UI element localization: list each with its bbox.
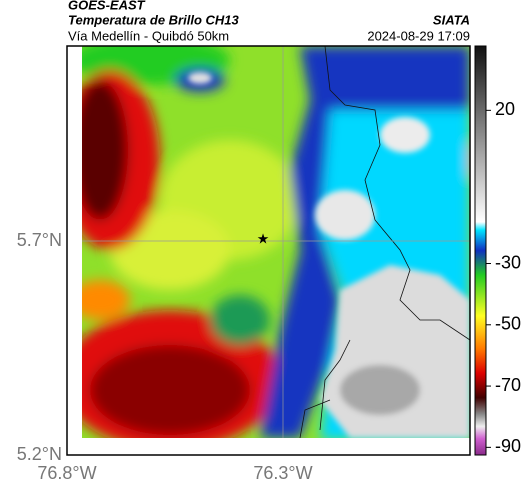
source: SIATA <box>433 12 470 27</box>
satellite-image: ★ <box>82 46 470 438</box>
lat-label: 5.2°N <box>17 444 62 464</box>
colorbar-tick-label: 20 <box>495 99 515 119</box>
colorbar-tick-label: -90 <box>495 436 521 456</box>
colorbar-tick-label: -30 <box>495 252 521 272</box>
colorbar <box>474 45 487 456</box>
datetime: 2024-08-29 17:09 <box>367 28 470 43</box>
colorbar-ticks: 20 -30 -50 -70 -90 <box>486 99 521 456</box>
map-frame <box>66 45 471 456</box>
subtitle: Temperatura de Brillo CH13 <box>68 12 240 27</box>
svg-text:★: ★ <box>257 231 270 247</box>
colorbar-tick-label: -70 <box>495 375 521 395</box>
lon-label: 76.3°W <box>253 463 312 483</box>
route: Vía Medellín - Quibdó 50km <box>68 28 229 43</box>
lat-label: 5.7°N <box>17 230 62 250</box>
colorbar-tick-label: -50 <box>495 314 521 334</box>
title: GOES-EAST <box>68 0 146 12</box>
lon-label: 76.8°W <box>37 463 96 483</box>
